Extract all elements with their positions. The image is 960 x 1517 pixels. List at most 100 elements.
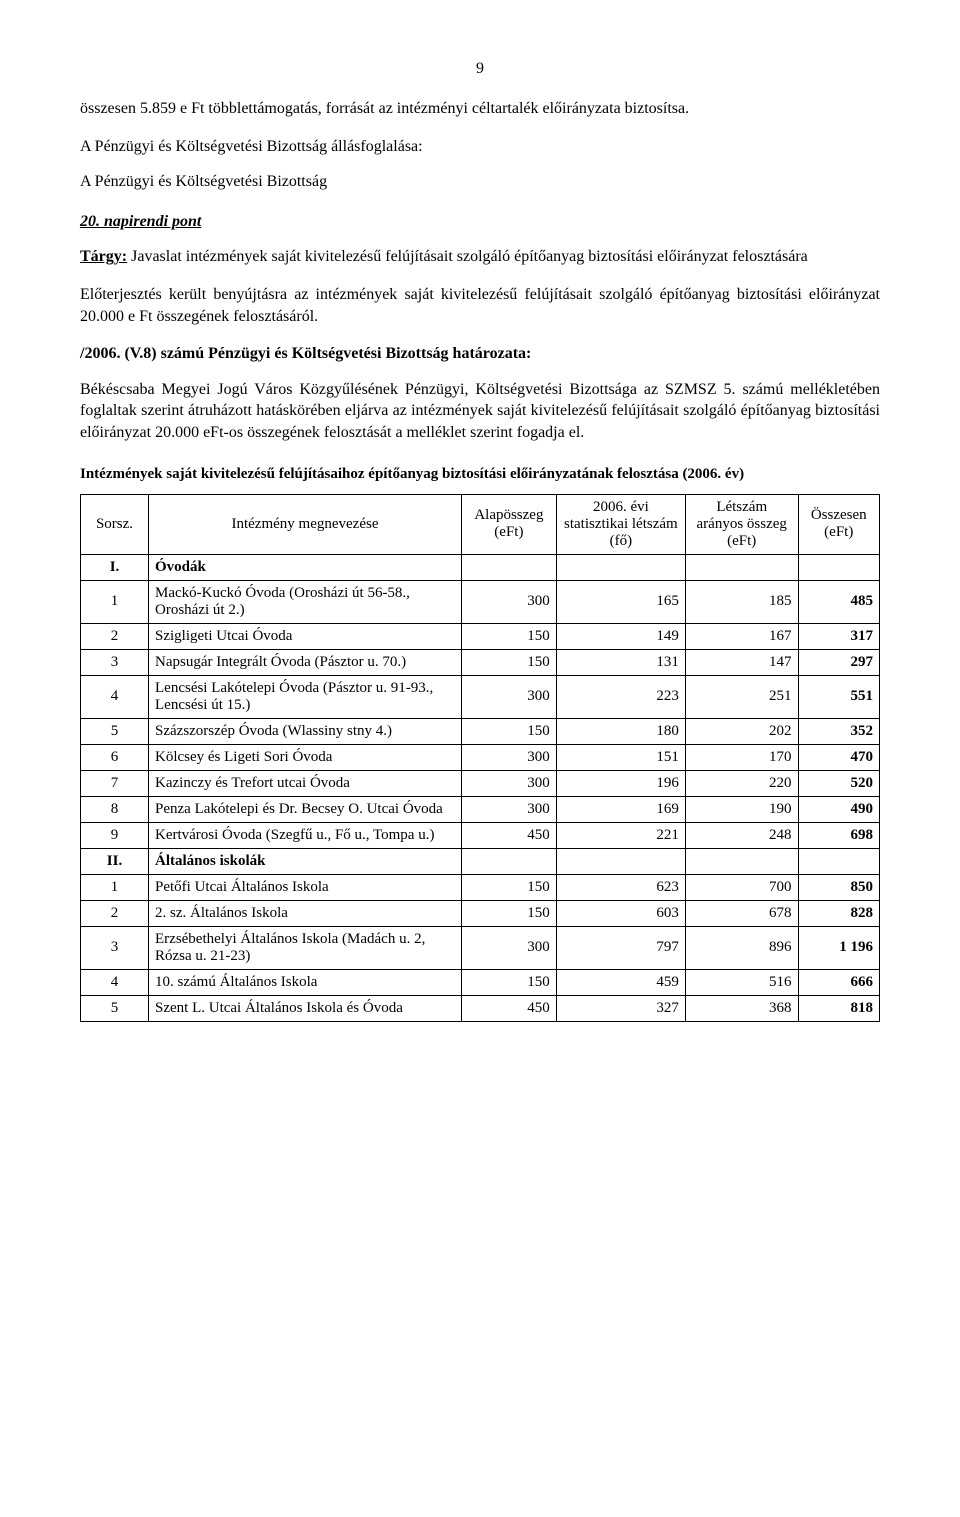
row-aranyos: 896 bbox=[685, 926, 798, 969]
table-row: 4Lencsési Lakótelepi Óvoda (Pásztor u. 9… bbox=[81, 675, 880, 718]
row-number: 6 bbox=[81, 744, 149, 770]
row-letszam: 603 bbox=[556, 900, 685, 926]
row-aranyos: 147 bbox=[685, 649, 798, 675]
row-osszesen: 352 bbox=[798, 718, 879, 744]
table-row: 2Szigligeti Utcai Óvoda150149167317 bbox=[81, 623, 880, 649]
section-empty-cell bbox=[798, 554, 879, 580]
row-letszam: 180 bbox=[556, 718, 685, 744]
table-row: 5Szent L. Utcai Általános Iskola és Óvod… bbox=[81, 995, 880, 1021]
section-empty-cell bbox=[462, 554, 557, 580]
row-alap: 150 bbox=[462, 874, 557, 900]
section-roman: II. bbox=[81, 848, 149, 874]
row-letszam: 151 bbox=[556, 744, 685, 770]
section-roman: I. bbox=[81, 554, 149, 580]
row-number: 2 bbox=[81, 900, 149, 926]
row-aranyos: 368 bbox=[685, 995, 798, 1021]
row-number: 1 bbox=[81, 874, 149, 900]
row-alap: 300 bbox=[462, 744, 557, 770]
row-name: 2. sz. Általános Iskola bbox=[149, 900, 462, 926]
napirendi-header: 20. napirendi pont bbox=[80, 211, 880, 233]
row-alap: 150 bbox=[462, 900, 557, 926]
row-name: Penza Lakótelepi és Dr. Becsey O. Utcai … bbox=[149, 796, 462, 822]
row-alap: 300 bbox=[462, 770, 557, 796]
row-osszesen: 850 bbox=[798, 874, 879, 900]
table-section-row: I.Óvodák bbox=[81, 554, 880, 580]
row-letszam: 223 bbox=[556, 675, 685, 718]
row-letszam: 131 bbox=[556, 649, 685, 675]
row-number: 9 bbox=[81, 822, 149, 848]
eloterjesztes: Előterjesztés került benyújtásra az inté… bbox=[80, 284, 880, 327]
row-name: Százszorszép Óvoda (Wlassiny stny 4.) bbox=[149, 718, 462, 744]
row-alap: 150 bbox=[462, 649, 557, 675]
row-osszesen: 297 bbox=[798, 649, 879, 675]
row-name: Szent L. Utcai Általános Iskola és Óvoda bbox=[149, 995, 462, 1021]
col-osszesen: Összesen (eFt) bbox=[798, 494, 879, 554]
row-alap: 300 bbox=[462, 926, 557, 969]
col-intezmeny: Intézmény megnevezése bbox=[149, 494, 462, 554]
row-number: 3 bbox=[81, 926, 149, 969]
row-number: 4 bbox=[81, 969, 149, 995]
row-alap: 300 bbox=[462, 580, 557, 623]
row-number: 4 bbox=[81, 675, 149, 718]
intro-paragraph-3: A Pénzügyi és Költségvetési Bizottság bbox=[80, 171, 880, 193]
table-section-row: II.Általános iskolák bbox=[81, 848, 880, 874]
row-alap: 450 bbox=[462, 822, 557, 848]
table-row: 7Kazinczy és Trefort utcai Óvoda30019622… bbox=[81, 770, 880, 796]
hatarozat-title: /2006. (V.8) számú Pénzügyi és Költségve… bbox=[80, 343, 880, 365]
section-empty-cell bbox=[556, 848, 685, 874]
col-alap: Alapösszeg (eFt) bbox=[462, 494, 557, 554]
row-name: 10. számú Általános Iskola bbox=[149, 969, 462, 995]
allocation-table: Sorsz. Intézmény megnevezése Alapösszeg … bbox=[80, 494, 880, 1022]
row-letszam: 221 bbox=[556, 822, 685, 848]
row-alap: 150 bbox=[462, 718, 557, 744]
row-number: 8 bbox=[81, 796, 149, 822]
row-osszesen: 828 bbox=[798, 900, 879, 926]
row-osszesen: 520 bbox=[798, 770, 879, 796]
row-name: Kölcsey és Ligeti Sori Óvoda bbox=[149, 744, 462, 770]
row-letszam: 459 bbox=[556, 969, 685, 995]
row-letszam: 169 bbox=[556, 796, 685, 822]
col-sorsz: Sorsz. bbox=[81, 494, 149, 554]
row-osszesen: 1 196 bbox=[798, 926, 879, 969]
row-name: Napsugár Integrált Óvoda (Pásztor u. 70.… bbox=[149, 649, 462, 675]
row-osszesen: 490 bbox=[798, 796, 879, 822]
row-number: 5 bbox=[81, 995, 149, 1021]
row-aranyos: 202 bbox=[685, 718, 798, 744]
table-row: 6Kölcsey és Ligeti Sori Óvoda30015117047… bbox=[81, 744, 880, 770]
row-letszam: 797 bbox=[556, 926, 685, 969]
row-aranyos: 700 bbox=[685, 874, 798, 900]
table-row: 8Penza Lakótelepi és Dr. Becsey O. Utcai… bbox=[81, 796, 880, 822]
hatarozat-body: Békéscsaba Megyei Jogú Város Közgyűlésén… bbox=[80, 379, 880, 444]
col-letszam: 2006. évi statisztikai létszám (fő) bbox=[556, 494, 685, 554]
section-empty-cell bbox=[685, 554, 798, 580]
targy-text: Javaslat intézmények saját kivitelezésű … bbox=[127, 248, 808, 265]
row-letszam: 196 bbox=[556, 770, 685, 796]
row-name: Kazinczy és Trefort utcai Óvoda bbox=[149, 770, 462, 796]
row-osszesen: 485 bbox=[798, 580, 879, 623]
row-osszesen: 551 bbox=[798, 675, 879, 718]
row-alap: 150 bbox=[462, 623, 557, 649]
table-row: 3Erzsébethelyi Általános Iskola (Madách … bbox=[81, 926, 880, 969]
row-number: 7 bbox=[81, 770, 149, 796]
intro-paragraph-2: A Pénzügyi és Költségvetési Bizottság ál… bbox=[80, 136, 880, 158]
row-number: 2 bbox=[81, 623, 149, 649]
col-aranyos: Létszám arányos összeg (eFt) bbox=[685, 494, 798, 554]
row-number: 5 bbox=[81, 718, 149, 744]
table-row: 1Petőfi Utcai Általános Iskola1506237008… bbox=[81, 874, 880, 900]
page-number: 9 bbox=[80, 60, 880, 78]
row-alap: 300 bbox=[462, 675, 557, 718]
intro-paragraph-1: összesen 5.859 e Ft többlettámogatás, fo… bbox=[80, 98, 880, 120]
row-aranyos: 185 bbox=[685, 580, 798, 623]
row-letszam: 623 bbox=[556, 874, 685, 900]
row-osszesen: 317 bbox=[798, 623, 879, 649]
row-aranyos: 167 bbox=[685, 623, 798, 649]
targy-label: Tárgy: bbox=[80, 248, 127, 265]
row-letszam: 327 bbox=[556, 995, 685, 1021]
section-empty-cell bbox=[462, 848, 557, 874]
row-number: 1 bbox=[81, 580, 149, 623]
table-row: 5Százszorszép Óvoda (Wlassiny stny 4.)15… bbox=[81, 718, 880, 744]
row-alap: 450 bbox=[462, 995, 557, 1021]
row-aranyos: 251 bbox=[685, 675, 798, 718]
section-label: Óvodák bbox=[149, 554, 462, 580]
table-title: Intézmények saját kivitelezésű felújítás… bbox=[80, 464, 880, 484]
